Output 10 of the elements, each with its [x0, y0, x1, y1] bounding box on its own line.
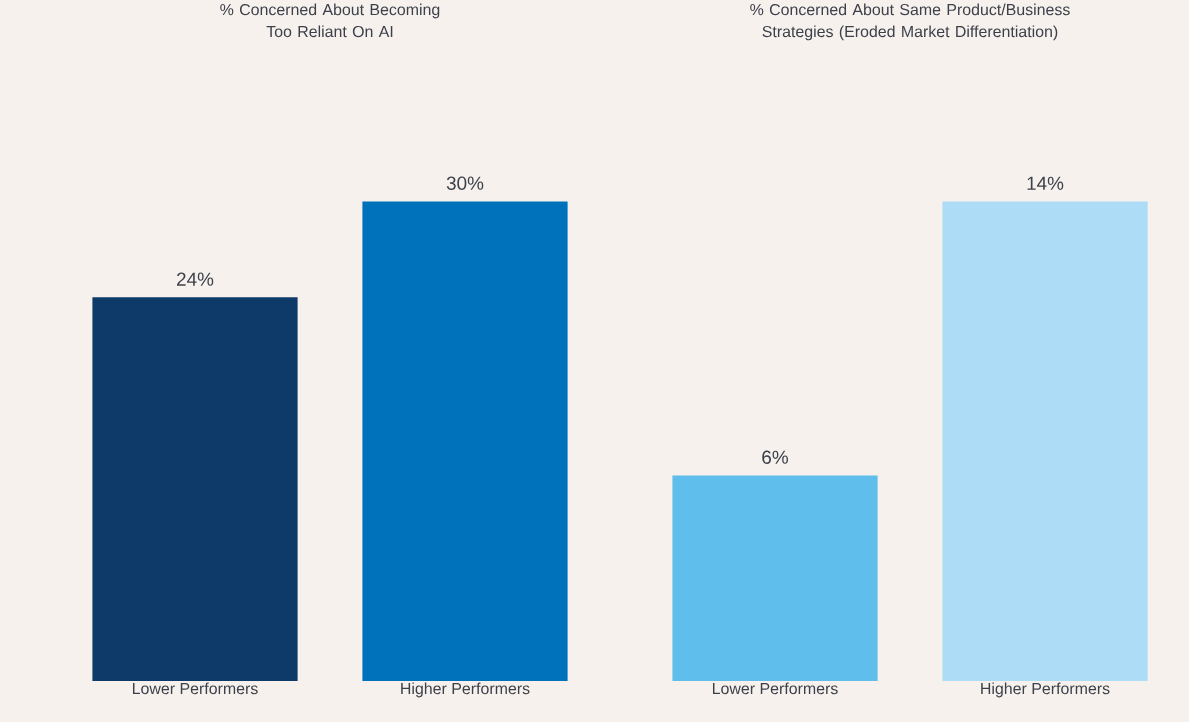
x-tick-label: Higher Performers — [401, 682, 530, 698]
data-label: 14% — [1027, 176, 1064, 190]
x-tick-label: Higher Performers — [981, 682, 1110, 698]
data-label: 30% — [446, 176, 484, 190]
x-tick-label: Lower Performers — [712, 682, 838, 695]
x-tick-label: Lower Performers — [132, 682, 258, 695]
chart-title: % Concerned About Becoming Too Reliant On AI — [220, 3, 440, 38]
data-label: 24% — [177, 272, 214, 286]
chart-title: % Concerned About Same Product/Business Strategies (Eroded Market Differentiation) — [750, 3, 1070, 41]
data-label: 6% — [762, 450, 789, 464]
